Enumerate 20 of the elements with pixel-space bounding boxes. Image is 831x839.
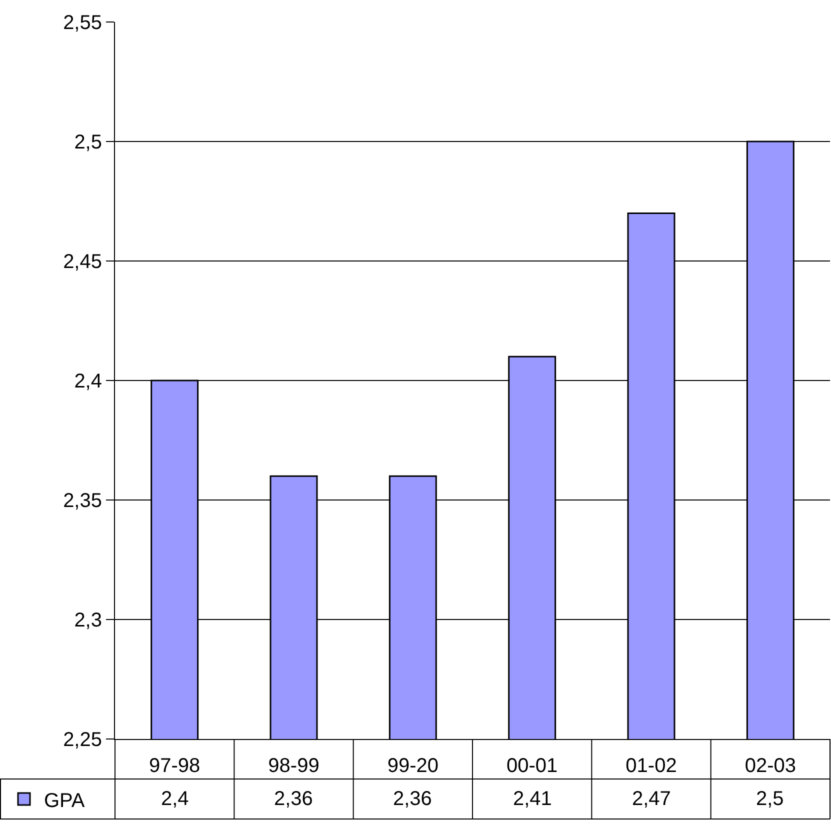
x-tick-label: 02-03 [744, 755, 796, 777]
x-tick-label: 98-99 [268, 755, 320, 777]
data-label: 2,41 [513, 788, 552, 810]
data-label: 2,36 [393, 788, 432, 810]
y-tick-label: 2,55 [63, 12, 102, 34]
data-label: 2,47 [632, 788, 671, 810]
y-tick-label: 2,4 [74, 370, 102, 392]
data-label: 2,5 [756, 788, 784, 810]
x-tick-label: 00-01 [506, 755, 558, 777]
data-label: 2,4 [161, 788, 189, 810]
data-label: 2,36 [274, 788, 313, 810]
legend-label: GPA [44, 790, 86, 812]
y-tick-label: 2,5 [74, 132, 102, 154]
y-tick-label: 2,35 [63, 490, 102, 512]
y-tick-label: 2,45 [63, 251, 102, 273]
y-tick-label: 2,25 [63, 729, 102, 751]
x-tick-label: 01-02 [626, 755, 677, 777]
x-tick-label: 99-20 [387, 755, 438, 777]
x-tick-label: 97-98 [149, 755, 200, 777]
y-tick-label: 2,3 [74, 610, 102, 632]
